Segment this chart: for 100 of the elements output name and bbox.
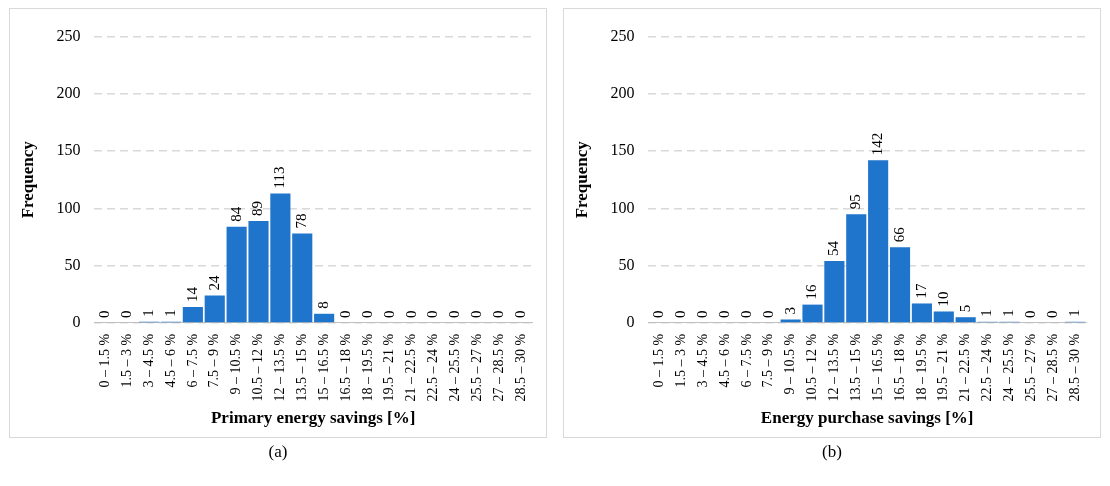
y-tick-label: 0 bbox=[72, 313, 81, 331]
bar bbox=[182, 306, 203, 323]
x-tick-label: 25.5 – 27 % bbox=[468, 333, 484, 402]
x-tick-label: 1.5 – 3 % bbox=[672, 333, 688, 388]
x-tick-label: 6 – 7.5 % bbox=[738, 333, 754, 388]
data-label: 17 bbox=[912, 282, 929, 299]
data-label: 1 bbox=[140, 309, 157, 317]
bar bbox=[868, 160, 889, 323]
data-label: 78 bbox=[293, 213, 310, 229]
bar bbox=[911, 303, 932, 323]
data-label: 0 bbox=[358, 310, 375, 318]
x-axis-title: Energy purchase savings [%] bbox=[760, 408, 974, 428]
data-label: 0 bbox=[118, 310, 135, 318]
text: (a) bbox=[268, 442, 288, 462]
x-tick-label: 13.5 – 15 % bbox=[293, 333, 309, 402]
x-tick-label: 3 – 4.5 % bbox=[694, 333, 710, 388]
data-label: 0 bbox=[446, 310, 463, 318]
x-tick-label: 24 – 25.5 % bbox=[1001, 333, 1017, 402]
x-tick-label: 22.5 – 24 % bbox=[425, 333, 441, 402]
x-tick-label: 4.5 – 6 % bbox=[716, 333, 732, 388]
x-tick-label: 0 – 1.5 % bbox=[97, 333, 113, 388]
data-label: 10 bbox=[934, 291, 951, 307]
x-tick-label: 1.5 – 3 % bbox=[118, 333, 134, 388]
x-tick-label: 25.5 – 27 % bbox=[1022, 333, 1038, 402]
data-label: 0 bbox=[402, 310, 419, 318]
x-tick-label: 4.5 – 6 % bbox=[162, 333, 178, 388]
bar bbox=[292, 233, 313, 323]
x-tick-label: 15 – 16.5 % bbox=[315, 333, 331, 402]
data-label: 24 bbox=[205, 274, 222, 291]
data-label: 54 bbox=[825, 240, 842, 257]
data-label: 0 bbox=[468, 310, 485, 318]
data-label: 142 bbox=[869, 132, 886, 156]
data-label: 16 bbox=[803, 284, 820, 300]
x-tick-label: 16.5 – 18 % bbox=[891, 333, 907, 402]
x-tick-label: 9 – 10.5 % bbox=[782, 333, 798, 395]
bar bbox=[955, 317, 976, 323]
data-label: 0 bbox=[96, 310, 113, 318]
data-label: 1 bbox=[1066, 309, 1082, 317]
x-tick-label: 22.5 – 24 % bbox=[979, 333, 995, 402]
data-label: 0 bbox=[1044, 310, 1061, 318]
y-tick-label: 100 bbox=[56, 198, 81, 216]
x-tick-label: 27 – 28.5 % bbox=[1044, 333, 1060, 402]
y-tick-label: 100 bbox=[610, 198, 635, 216]
bar bbox=[314, 313, 335, 323]
data-label: 66 bbox=[890, 226, 907, 243]
x-tick-label: 27 – 28.5 % bbox=[490, 333, 506, 402]
data-label: 0 bbox=[737, 310, 754, 318]
y-tick-label: 150 bbox=[56, 141, 81, 159]
data-label: 0 bbox=[650, 310, 667, 318]
y-tick-label: 250 bbox=[56, 26, 81, 44]
x-tick-label: 15 – 16.5 % bbox=[869, 333, 885, 402]
data-label: 0 bbox=[336, 310, 353, 318]
x-tick-label: 21 – 22.5 % bbox=[403, 333, 419, 402]
data-label: 0 bbox=[512, 310, 528, 318]
x-tick-label: 13.5 – 15 % bbox=[847, 333, 863, 402]
data-label: 5 bbox=[956, 304, 973, 313]
data-label: 0 bbox=[424, 310, 441, 318]
x-tick-label: 6 – 7.5 % bbox=[184, 333, 200, 388]
x-tick-label: 21 – 22.5 % bbox=[957, 333, 973, 402]
data-label: 8 bbox=[315, 301, 332, 309]
x-tick-label: 18 – 19.5 % bbox=[913, 333, 929, 402]
x-tick-label: 28.5 – 30 % bbox=[512, 333, 528, 402]
bar bbox=[889, 247, 911, 323]
data-label: 0 bbox=[694, 310, 711, 318]
x-tick-label: 12 – 13.5 % bbox=[272, 333, 288, 402]
y-tick-label: 0 bbox=[626, 313, 635, 331]
bar bbox=[204, 295, 225, 323]
data-label: 0 bbox=[759, 310, 776, 318]
x-tick-label: 3 – 4.5 % bbox=[140, 333, 156, 388]
y-axis-title: Frequency bbox=[571, 140, 591, 219]
x-tick-label: 10.5 – 12 % bbox=[250, 333, 266, 402]
x-tick-label: 7.5 – 9 % bbox=[760, 333, 776, 388]
y-axis-title: Frequency bbox=[17, 140, 37, 219]
x-tick-label: 18 – 19.5 % bbox=[359, 333, 375, 402]
x-tick-label: 16.5 – 18 % bbox=[337, 333, 353, 402]
x-axis-title: Primary energy savings [%] bbox=[210, 408, 416, 428]
data-label: 14 bbox=[183, 286, 200, 302]
data-label: 0 bbox=[380, 310, 397, 318]
y-tick-label: 50 bbox=[64, 255, 81, 273]
y-tick-label: 200 bbox=[610, 84, 635, 102]
x-tick-label: 19.5 – 21 % bbox=[381, 333, 397, 402]
data-label: 0 bbox=[715, 310, 732, 318]
bar bbox=[846, 214, 867, 323]
x-tick-label: 12 – 13.5 % bbox=[826, 333, 842, 402]
x-tick-label: 28.5 – 30 % bbox=[1066, 333, 1082, 402]
data-label: 1 bbox=[978, 309, 995, 317]
x-tick-label: 9 – 10.5 % bbox=[228, 333, 244, 395]
x-tick-label: 10.5 – 12 % bbox=[804, 333, 820, 402]
x-tick-label: 19.5 – 21 % bbox=[935, 333, 951, 402]
data-label: 3 bbox=[781, 307, 798, 315]
data-label: 84 bbox=[227, 206, 244, 222]
text: (b) bbox=[822, 442, 842, 462]
y-tick-label: 150 bbox=[610, 141, 635, 159]
bar bbox=[933, 311, 954, 323]
data-label: 113 bbox=[271, 166, 288, 189]
y-tick-label: 50 bbox=[618, 255, 635, 273]
data-label: 95 bbox=[847, 194, 864, 210]
data-label: 0 bbox=[490, 310, 507, 318]
data-label: 1 bbox=[161, 309, 178, 317]
data-label: 0 bbox=[672, 310, 689, 318]
